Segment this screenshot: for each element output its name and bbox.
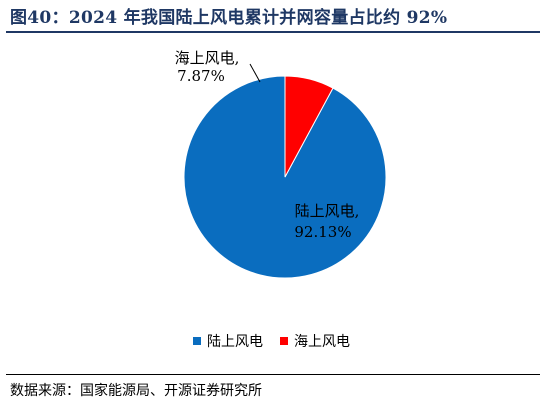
onshore-label-value: 92.13%: [294, 223, 351, 241]
title-rule: [6, 31, 540, 33]
legend-label-onshore: 陆上风电: [207, 334, 263, 350]
offshore-label-name: 海上风电,: [175, 49, 240, 67]
legend-label-offshore: 海上风电: [294, 334, 350, 350]
pie-slices: [183, 75, 387, 279]
pie-slice-offshore: [284, 75, 334, 178]
onshore-label-name: 陆上风电,: [295, 202, 360, 220]
legend-swatch-onshore: [193, 337, 201, 345]
chart-legend: 陆上风电 海上风电: [193, 331, 367, 351]
source-rule: [6, 374, 540, 375]
offshore-leader-line: [249, 63, 261, 83]
legend-item-onshore: 陆上风电: [193, 331, 263, 351]
legend-swatch-offshore: [280, 337, 288, 345]
source-note: 数据来源：国家能源局、开源证券研究所: [10, 383, 262, 399]
figure-title: 图40：2024 年我国陆上风电累计并网容量占比约 92%: [10, 8, 448, 28]
legend-item-offshore: 海上风电: [280, 331, 350, 351]
offshore-label-value: 7.87%: [177, 67, 225, 85]
